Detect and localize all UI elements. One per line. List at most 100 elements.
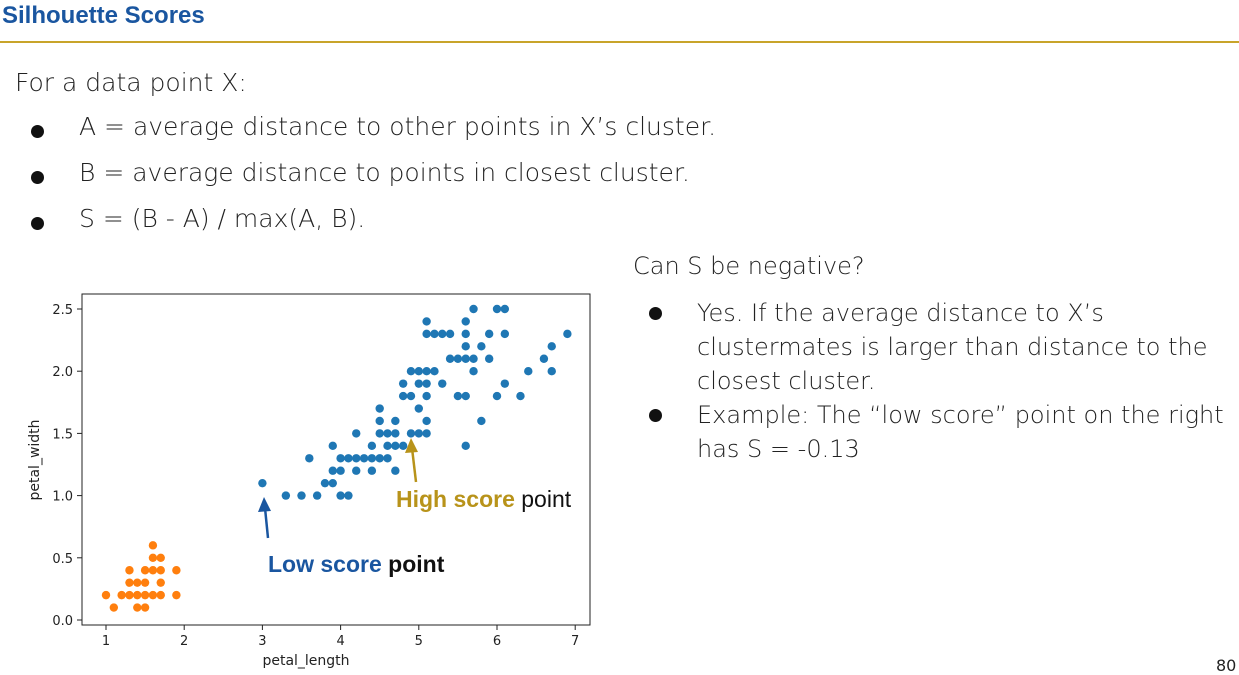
orange-cluster-point: [133, 578, 142, 587]
orange-cluster-point: [148, 590, 158, 600]
blue-cluster-point: [375, 416, 384, 426]
blue-cluster-point: [328, 466, 337, 475]
blue-cluster-point: [422, 416, 431, 426]
x-tick-label: 5: [415, 634, 423, 649]
bullet-dot-icon: [31, 171, 44, 184]
orange-cluster-point: [140, 603, 150, 612]
blue-cluster-point: [406, 391, 416, 401]
blue-cluster-point: [422, 379, 431, 388]
blue-cluster-point: [524, 367, 533, 376]
blue-cluster-point: [414, 429, 423, 438]
blue-cluster-point: [484, 329, 494, 339]
blue-cluster-point: [398, 391, 408, 401]
blue-cluster-point: [492, 391, 502, 401]
orange-cluster-point: [140, 566, 150, 575]
blue-cluster-point: [359, 454, 369, 463]
orange-cluster-point: [148, 566, 158, 575]
blue-cluster-point: [547, 367, 556, 376]
x-tick-label: 1: [102, 634, 110, 649]
bullet-dot-icon: [649, 409, 662, 422]
answer-yes-text: Yes. If the average distance to X’s clus…: [697, 299, 1208, 395]
high-score-suffix: point: [514, 486, 572, 512]
blue-cluster-point: [328, 478, 337, 488]
blue-cluster-point: [352, 429, 361, 438]
blue-cluster-point: [445, 354, 455, 363]
low-score-arrow-icon: [258, 497, 271, 539]
low-score-suffix: point: [381, 551, 445, 577]
blue-cluster-point: [281, 491, 291, 500]
orange-cluster-point: [172, 590, 181, 600]
blue-cluster-point: [375, 404, 384, 413]
low-score-annotation: Low score point: [268, 551, 444, 578]
blue-cluster-point: [539, 354, 549, 363]
orange-cluster-point: [133, 603, 142, 612]
blue-cluster-point: [312, 491, 322, 500]
blue-cluster-point: [328, 441, 337, 451]
blue-cluster-point: [375, 429, 384, 438]
blue-cluster-point: [422, 391, 431, 401]
blue-cluster-point: [430, 329, 439, 339]
blue-cluster-point: [258, 478, 267, 488]
orange-cluster-point: [156, 566, 165, 575]
blue-cluster-point: [500, 379, 510, 388]
answer-yes: Yes. If the average distance to X’s clus…: [630, 296, 1239, 398]
y-tick-label: 1.5: [52, 427, 73, 442]
y-tick-label: 2.5: [52, 303, 73, 318]
blue-cluster-point: [500, 304, 510, 314]
blue-cluster-point: [336, 454, 345, 463]
blue-cluster-point: [383, 429, 392, 438]
blue-cluster-point: [492, 304, 502, 314]
bullet-a-text: A = average distance to other points in …: [79, 112, 717, 141]
blue-cluster-point: [414, 404, 423, 413]
x-tick-label: 4: [336, 634, 344, 649]
blue-cluster-point: [391, 416, 400, 426]
blue-cluster-point: [430, 367, 439, 376]
blue-cluster-point: [352, 466, 361, 475]
orange-cluster-point: [125, 566, 134, 575]
low-score-label: Low score: [268, 551, 382, 577]
blue-cluster-point: [367, 454, 377, 463]
blue-cluster-point: [336, 466, 345, 475]
blue-cluster-point: [414, 367, 423, 376]
orange-cluster-point: [101, 590, 111, 600]
blue-cluster-point: [484, 354, 494, 363]
blue-cluster-point: [414, 379, 423, 388]
blue-cluster-point: [297, 491, 306, 500]
question-text: Can S be negative?: [633, 252, 865, 280]
blue-cluster-point: [461, 441, 470, 451]
blue-cluster-point: [445, 329, 455, 339]
blue-cluster-point: [422, 429, 431, 438]
x-axis-label: petal_length: [262, 653, 349, 669]
bullet-b: B = average distance to points in closes…: [0, 158, 716, 204]
x-tick-label: 2: [180, 634, 188, 649]
blue-cluster-point: [563, 329, 572, 339]
blue-cluster-point: [477, 342, 486, 351]
y-tick-label: 0.0: [52, 614, 73, 629]
blue-cluster-point: [367, 466, 377, 475]
blue-cluster-point: [352, 454, 361, 463]
blue-cluster-point: [469, 354, 478, 363]
orange-cluster-point: [140, 590, 150, 600]
blue-cluster-point: [500, 329, 510, 339]
bullet-dot-icon: [31, 125, 44, 138]
bullet-b-text: B = average distance to points in closes…: [79, 158, 690, 187]
orange-cluster-point: [133, 590, 142, 600]
y-tick-label: 1.0: [52, 490, 73, 505]
blue-cluster-point: [383, 454, 392, 463]
blue-cluster-point: [406, 429, 416, 438]
plot-frame: [81, 293, 591, 626]
bullet-s-text: S = (B - A) / max(A, B).: [79, 204, 366, 233]
blue-cluster-point: [375, 454, 384, 463]
orange-cluster-point: [148, 541, 158, 550]
blue-cluster-point: [320, 478, 330, 488]
high-score-label: High score: [396, 486, 515, 512]
blue-cluster-point: [469, 304, 478, 314]
orange-cluster-point: [156, 578, 165, 587]
orange-cluster-point: [109, 603, 119, 612]
orange-cluster-point: [125, 578, 134, 587]
definition-list: A = average distance to other points in …: [0, 112, 716, 250]
blue-cluster-point: [422, 329, 431, 339]
blue-cluster-point: [461, 317, 470, 326]
blue-cluster-point: [398, 441, 408, 451]
bullet-dot-icon: [649, 307, 662, 320]
